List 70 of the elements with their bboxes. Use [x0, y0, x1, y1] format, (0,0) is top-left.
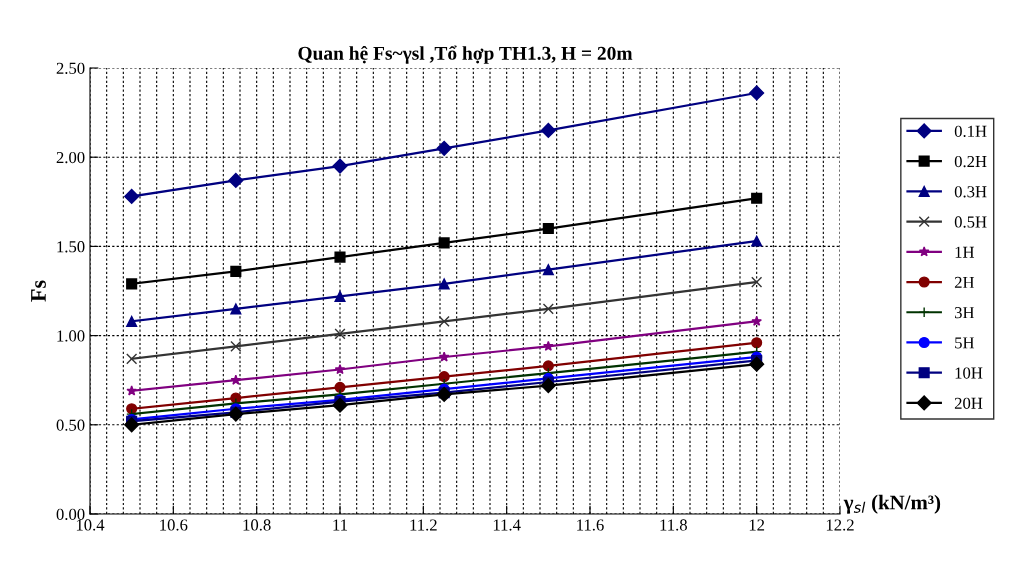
y-tick-label: 1.00: [57, 330, 85, 342]
point: [126, 385, 137, 396]
point: [126, 353, 138, 365]
legend-label: 10H: [955, 367, 983, 379]
point: [126, 278, 138, 290]
legend-label: 5H: [955, 337, 975, 349]
legend-label: 20H: [954, 397, 983, 409]
legend-label: 0.2H: [954, 155, 987, 168]
x-tick-label: 10.4: [76, 519, 105, 531]
point: [751, 235, 763, 247]
point: [749, 85, 765, 101]
x-axis-title: γ$_{sl}$ (kN/m³): [843, 494, 941, 514]
point: [749, 356, 765, 372]
point: [126, 315, 138, 327]
point: [751, 192, 763, 204]
point: [334, 251, 346, 263]
point: [436, 140, 452, 156]
point: [438, 315, 450, 327]
x-tick-label: 12.2: [826, 519, 854, 531]
chart-title: Quan hệ Fs~γsl ,Tổ hợp TH1.3, H = 20m: [298, 45, 633, 64]
point: [543, 340, 554, 351]
y-axis-title: Fs: [31, 280, 46, 302]
y-tick-label: 0.50: [56, 419, 85, 431]
y-tick-label: 2.50: [56, 62, 85, 75]
point: [334, 381, 346, 393]
x-tick-label: 10.6: [160, 519, 188, 531]
point: [334, 290, 346, 302]
point: [334, 363, 346, 375]
legend-label: 2H: [954, 276, 975, 288]
point: [751, 276, 763, 288]
point: [230, 265, 242, 277]
x-tick-label: 11.2: [410, 519, 437, 531]
point: [124, 188, 140, 205]
legend-label: 0.1H: [954, 125, 987, 138]
x-tick-label: 11.6: [577, 519, 604, 531]
point: [438, 371, 450, 383]
point: [542, 360, 554, 372]
point: [436, 386, 452, 403]
y-tick-label: 0.00: [56, 508, 85, 521]
legend-label: 0.3H: [954, 186, 987, 198]
point: [751, 337, 763, 349]
point: [438, 278, 450, 290]
point: [334, 328, 346, 340]
y-tick-label: 2.00: [56, 151, 85, 164]
x-tick-label: 11.8: [660, 519, 687, 531]
point: [438, 351, 450, 362]
point: [230, 374, 242, 385]
x-tick-label: 12: [749, 519, 765, 531]
point: [230, 303, 242, 315]
point: [540, 122, 556, 139]
legend-label: 0.5H: [954, 216, 987, 228]
point: [230, 340, 242, 352]
legend-label: 3H: [954, 307, 975, 319]
point: [228, 406, 244, 422]
x-tick-label: 11.4: [493, 519, 521, 531]
point: [332, 397, 348, 413]
point: [542, 223, 554, 235]
point: [438, 237, 450, 249]
x-tick-label: 10.8: [243, 519, 271, 531]
point: [332, 158, 348, 174]
point: [126, 403, 138, 415]
x-tick-label: 11: [333, 519, 348, 531]
point: [542, 303, 554, 315]
point: [124, 417, 140, 433]
point: [542, 264, 554, 276]
point: [751, 315, 762, 326]
y-tick-label: 1.50: [57, 241, 85, 253]
point: [540, 377, 556, 394]
point: [228, 172, 244, 188]
legend-label: 1H: [955, 246, 975, 258]
